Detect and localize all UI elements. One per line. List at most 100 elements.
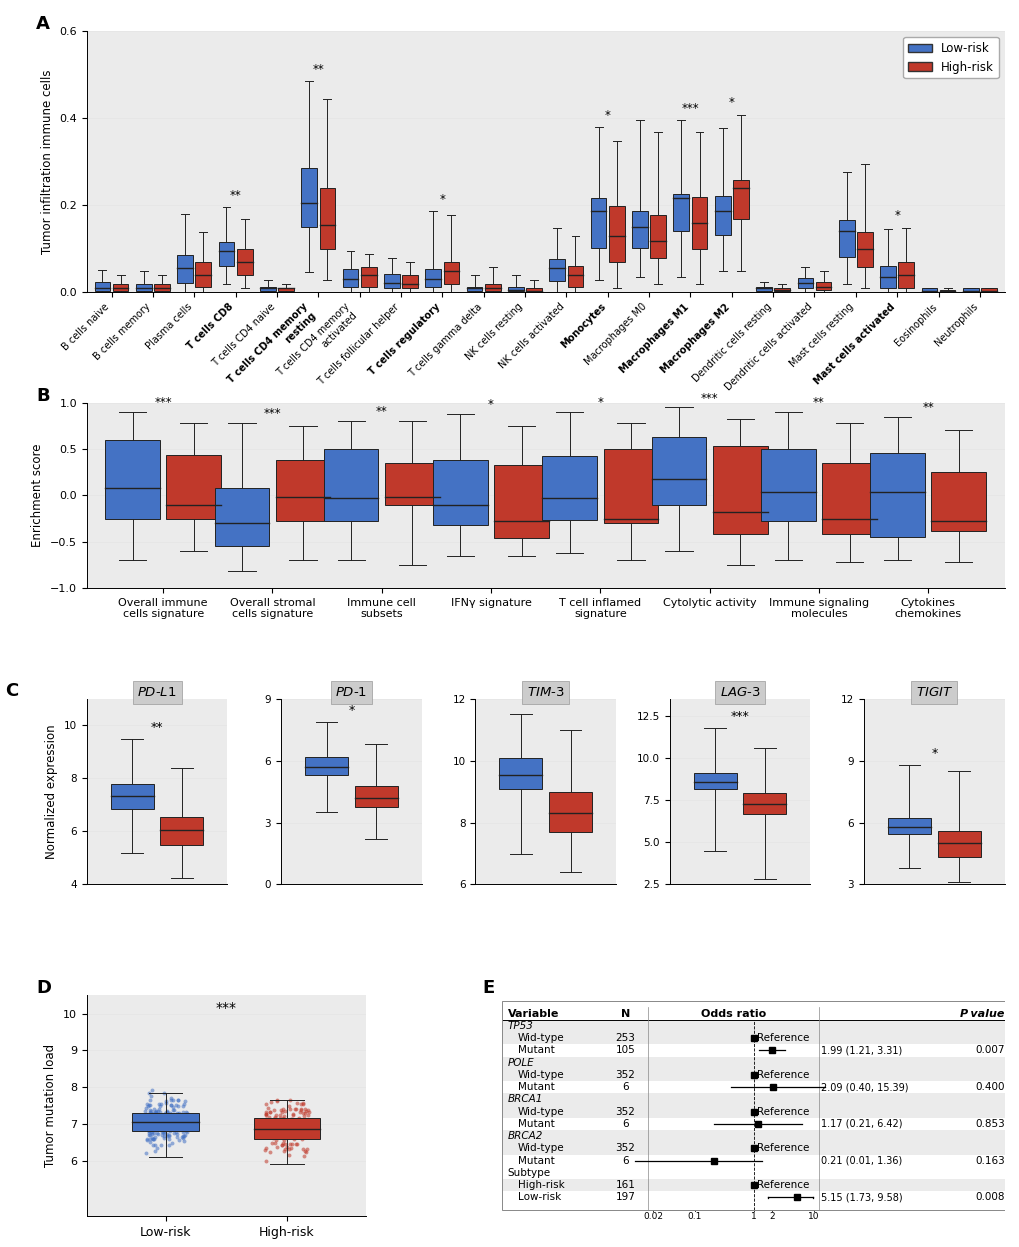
Point <box>263 1125 279 1145</box>
Point <box>265 1122 281 1142</box>
Text: Subtype: Subtype <box>507 1168 550 1178</box>
Point <box>264 1125 280 1145</box>
Bar <box>502 1081 1004 1094</box>
Point <box>266 1109 282 1129</box>
Point <box>156 1105 172 1125</box>
Point <box>260 1099 276 1119</box>
Point <box>137 1101 153 1121</box>
Point <box>138 1116 154 1136</box>
Point <box>176 1126 193 1146</box>
Point <box>287 1110 304 1130</box>
Point <box>165 1100 181 1120</box>
Point <box>152 1109 168 1129</box>
Point <box>282 1090 299 1110</box>
Point <box>144 1122 160 1142</box>
Point <box>178 1110 195 1130</box>
Point <box>274 1122 290 1142</box>
Text: **: ** <box>312 62 324 76</box>
Point <box>287 1099 304 1119</box>
Point <box>285 1114 302 1134</box>
Text: BRCA1: BRCA1 <box>507 1095 542 1105</box>
Bar <box>254 1119 320 1140</box>
Bar <box>502 1130 1004 1142</box>
Point <box>148 1109 164 1129</box>
Point <box>163 1132 179 1152</box>
Bar <box>673 195 689 231</box>
Point <box>264 1126 280 1146</box>
Point <box>146 1109 162 1129</box>
Text: 0.21 (0.01, 1.36): 0.21 (0.01, 1.36) <box>820 1156 902 1166</box>
Point <box>176 1091 193 1111</box>
Point <box>150 1110 166 1130</box>
Point <box>278 1137 294 1157</box>
Text: 2: 2 <box>768 1212 774 1221</box>
Title: $\mathit{PD\text{-}L1}$: $\mathit{PD\text{-}L1}$ <box>138 686 176 700</box>
Point <box>281 1126 298 1146</box>
Point <box>287 1117 304 1137</box>
Point <box>282 1111 299 1131</box>
Point <box>162 1095 178 1115</box>
Text: *: * <box>894 209 899 222</box>
Point <box>263 1111 279 1131</box>
Text: **: ** <box>812 397 824 409</box>
Point <box>272 1116 288 1136</box>
Point <box>282 1114 299 1134</box>
Point <box>174 1096 191 1116</box>
Point <box>169 1116 185 1136</box>
Point <box>144 1124 160 1143</box>
Point <box>171 1107 187 1127</box>
Text: ***: *** <box>264 408 281 420</box>
Point <box>168 1110 184 1130</box>
Point <box>258 1151 274 1171</box>
Point <box>152 1102 168 1122</box>
Bar <box>502 1056 1004 1069</box>
Point <box>296 1146 312 1166</box>
Point <box>258 1110 274 1130</box>
Point <box>289 1125 306 1145</box>
Point <box>177 1102 194 1122</box>
Point <box>280 1140 297 1160</box>
Bar <box>502 1180 1004 1191</box>
Point <box>294 1140 311 1160</box>
Point <box>142 1102 158 1122</box>
Bar <box>590 198 606 248</box>
Point <box>151 1114 167 1134</box>
Point <box>268 1109 284 1129</box>
Point <box>260 1115 276 1135</box>
Point <box>155 1111 171 1131</box>
Point <box>161 1121 177 1141</box>
Text: 352: 352 <box>614 1106 635 1116</box>
Bar <box>443 262 459 284</box>
Point <box>151 1107 167 1127</box>
Point <box>297 1119 313 1139</box>
Point <box>149 1139 165 1158</box>
Point <box>266 1109 282 1129</box>
Text: 6: 6 <box>622 1119 628 1129</box>
Point <box>278 1125 294 1145</box>
Text: 1: 1 <box>751 1212 756 1221</box>
Point <box>158 1094 174 1114</box>
Bar <box>773 288 790 292</box>
Point <box>156 1122 172 1142</box>
Point <box>176 1109 193 1129</box>
Point <box>137 1119 153 1139</box>
Point <box>158 1102 174 1122</box>
Point <box>288 1121 305 1141</box>
Point <box>171 1107 187 1127</box>
Point <box>267 1105 283 1125</box>
Point <box>141 1084 157 1104</box>
Point <box>138 1105 154 1125</box>
Bar <box>526 288 541 292</box>
Text: TP53: TP53 <box>507 1021 533 1031</box>
Point <box>169 1126 185 1146</box>
Text: **: ** <box>151 721 163 734</box>
Bar <box>712 446 766 535</box>
Point <box>258 1105 274 1125</box>
Point <box>154 1109 170 1129</box>
Text: 253: 253 <box>614 1033 635 1044</box>
Point <box>274 1126 290 1146</box>
Bar <box>507 287 524 291</box>
Point <box>262 1102 278 1122</box>
Point <box>163 1089 179 1109</box>
Text: ***: *** <box>730 710 749 723</box>
